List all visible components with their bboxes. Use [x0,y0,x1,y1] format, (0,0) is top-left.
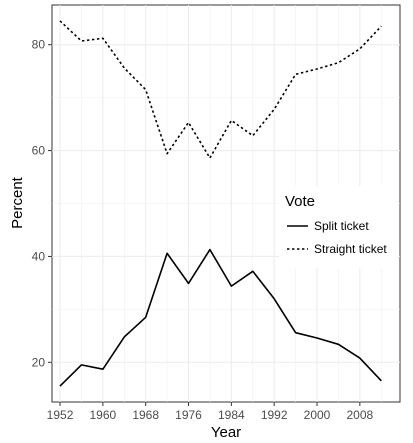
x-tick-label: 2000 [304,408,331,422]
series-layer [59,20,382,387]
x-tick-label: 1968 [132,408,159,422]
x-tick-label: 1960 [90,408,117,422]
y-axis: 20 40 60 80 [32,38,52,369]
series-line-split-ticket [59,248,382,387]
x-tick-label: 2008 [346,408,373,422]
y-axis-title: Percent [9,176,26,229]
x-tick-label: 1992 [261,408,288,422]
y-tick-label: 60 [32,144,46,158]
x-tick-label: 1976 [175,408,202,422]
y-tick-label: 20 [32,355,46,369]
legend: Vote Split ticket Straight ticket [279,186,399,268]
legend-background [279,186,399,268]
y-tick-label: 80 [32,38,46,52]
x-axis-title: Year [211,424,241,441]
y-tick-label: 40 [32,249,46,263]
x-tick-label: 1952 [47,408,74,422]
legend-label-split-ticket: Split ticket [314,219,369,233]
x-axis: 1952 1960 1968 1976 1984 1992 2000 2008 [47,402,374,422]
x-tick-label: 1984 [218,408,245,422]
series-line-straight-ticket [59,20,382,159]
legend-title: Vote [285,193,315,210]
minor-grid [52,5,400,402]
legend-label-straight-ticket: Straight ticket [314,242,387,256]
